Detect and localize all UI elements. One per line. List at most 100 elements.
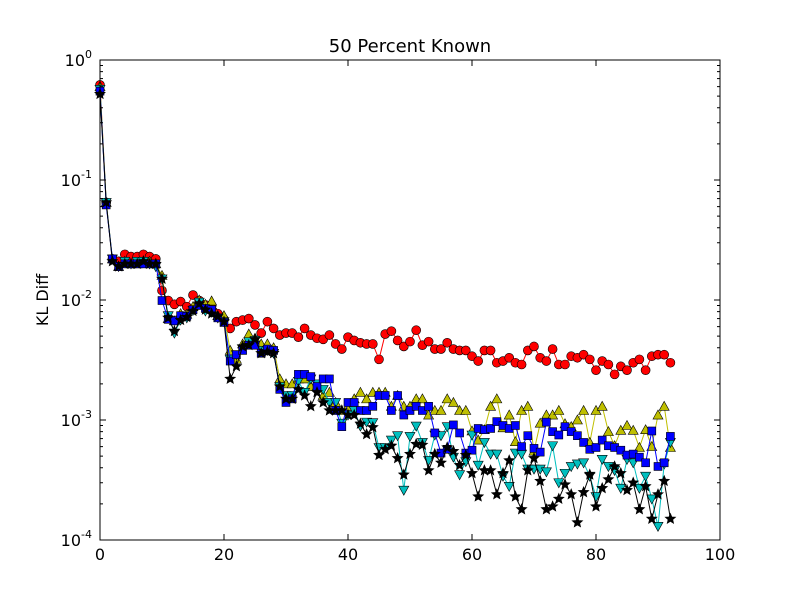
data-point: [560, 422, 570, 431]
tick-layer: 0 20 40 60 80 100 10-4 10-3 10-2 10-1 100: [61, 48, 736, 564]
data-point: [503, 482, 515, 492]
data-point: [149, 257, 162, 269]
data-point: [633, 441, 645, 452]
data-point: [529, 341, 539, 352]
data-point: [392, 335, 403, 346]
data-point: [187, 304, 199, 317]
data-point: [571, 516, 584, 528]
data-point: [523, 431, 533, 440]
x-tick-label: 60: [462, 545, 482, 564]
data-point: [622, 365, 632, 376]
data-point: [168, 324, 181, 337]
data-point: [268, 323, 279, 334]
data-point: [424, 402, 433, 411]
data-point: [616, 445, 626, 455]
data-point: [293, 332, 304, 342]
y-axis-label: KL Diff: [33, 273, 52, 326]
data-point: [535, 447, 545, 457]
data-point: [635, 452, 644, 462]
data-point: [405, 336, 415, 347]
data-point: [100, 196, 113, 208]
data-point: [485, 345, 496, 356]
data-point: [596, 455, 608, 465]
data-point: [571, 459, 583, 470]
data-point: [311, 386, 323, 398]
x-tick-label: 20: [214, 545, 234, 564]
data-point: [640, 471, 652, 482]
data-point: [614, 466, 627, 479]
x-tick-label: 100: [705, 545, 736, 564]
data-point: [385, 439, 398, 451]
data-point: [188, 290, 198, 300]
data-point: [591, 365, 601, 376]
data-point: [515, 503, 528, 515]
data-point: [609, 369, 620, 380]
data-point: [250, 320, 260, 330]
data-point: [602, 426, 614, 436]
series-circle: [95, 80, 676, 380]
data-point: [299, 323, 310, 334]
data-point: [455, 428, 464, 438]
data-point: [410, 421, 422, 432]
data-point: [534, 474, 547, 487]
data-point: [503, 454, 516, 466]
data-point: [596, 400, 608, 411]
data-point: [621, 483, 633, 496]
data-point: [422, 464, 435, 476]
data-point: [467, 445, 477, 455]
data-point: [596, 481, 609, 494]
data-point: [211, 310, 224, 322]
data-point: [416, 393, 428, 404]
data-point: [267, 346, 280, 359]
data-point: [633, 503, 646, 515]
data-point: [218, 315, 230, 327]
data-point: [528, 451, 540, 464]
data-point: [374, 354, 384, 365]
data-point: [298, 389, 311, 401]
data-point: [393, 391, 402, 400]
data-point: [156, 272, 168, 284]
data-point: [336, 344, 347, 354]
data-point: [304, 400, 317, 412]
data-point: [641, 458, 650, 468]
data-point: [517, 442, 526, 451]
data-point: [206, 295, 218, 306]
data-point: [552, 492, 565, 504]
data-point: [472, 490, 485, 502]
x-tick-label: 80: [586, 545, 606, 564]
data-point: [460, 404, 472, 415]
data-point: [411, 325, 422, 336]
data-point: [244, 313, 254, 324]
data-point: [484, 464, 497, 476]
data-point: [485, 400, 497, 411]
data-point: [157, 296, 167, 305]
data-point: [273, 380, 286, 392]
data-point: [335, 404, 348, 416]
data-point: [447, 444, 460, 457]
data-point: [540, 467, 552, 478]
data-point: [503, 409, 515, 420]
data-point: [553, 404, 565, 415]
data-point: [361, 393, 373, 404]
data-point: [615, 424, 627, 435]
data-point: [466, 466, 478, 479]
data-point: [516, 359, 527, 370]
data-point: [447, 396, 459, 407]
data-point: [659, 349, 670, 360]
data-point: [559, 478, 571, 490]
data-point: [659, 458, 669, 468]
data-point: [249, 333, 261, 345]
data-point: [430, 428, 440, 438]
data-point: [453, 458, 466, 471]
data-point: [397, 468, 410, 480]
chart-title: 50 Percent Known: [329, 36, 491, 57]
data-point: [665, 357, 676, 368]
x-tick-label: 0: [95, 545, 105, 564]
data-point: [466, 430, 478, 441]
data-point: [542, 417, 551, 427]
data-point: [325, 374, 334, 384]
data-point: [497, 466, 509, 479]
data-point: [292, 383, 305, 395]
data-point: [454, 470, 466, 481]
data-point: [193, 297, 206, 309]
